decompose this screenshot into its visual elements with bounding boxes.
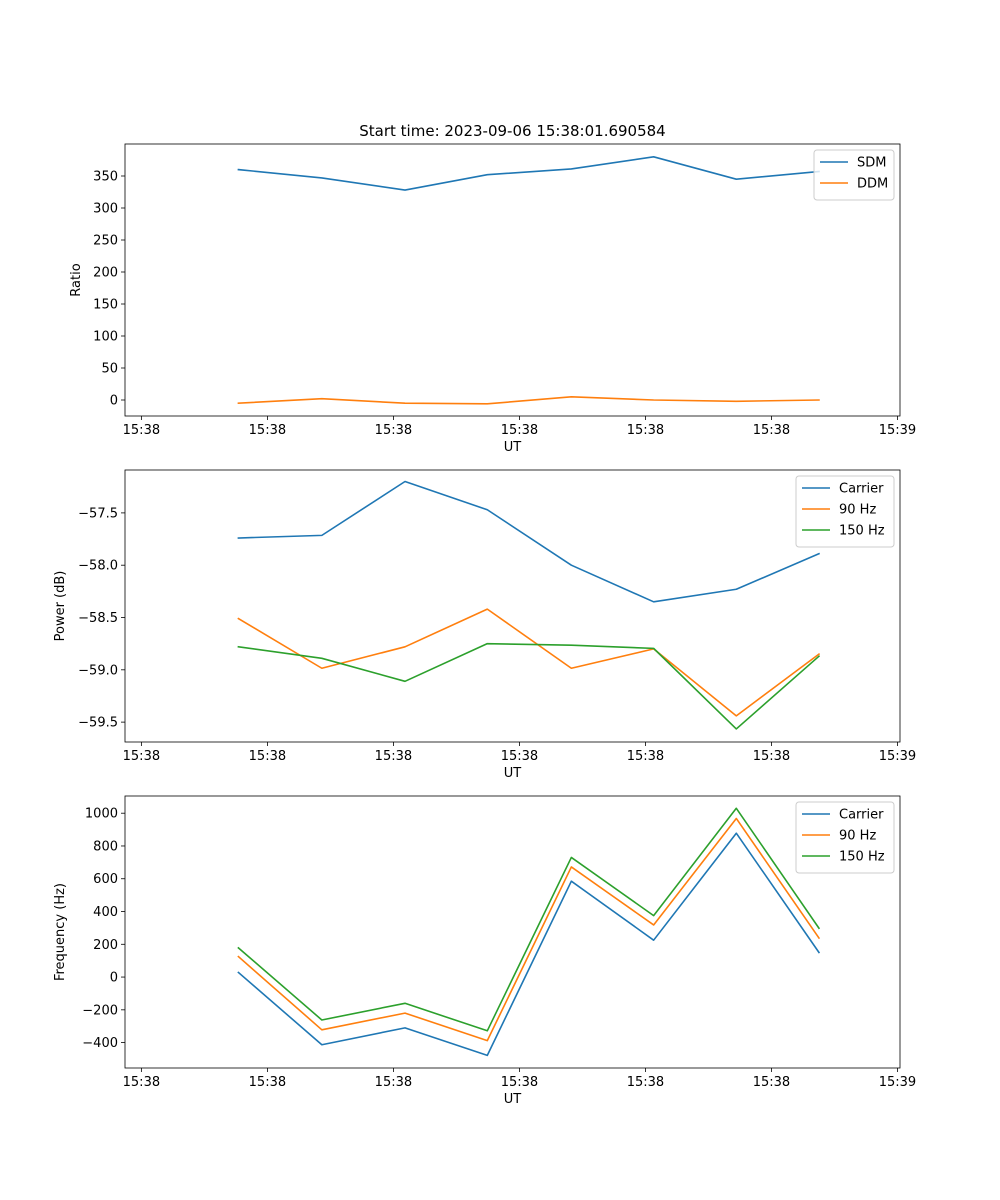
x-tick-label: 15:39 [879,749,916,764]
x-tick-label: 15:38 [627,1075,664,1090]
x-tick-label: 15:38 [753,1075,790,1090]
y-axis-label: Power (dB) [53,571,68,642]
y-tick-label: 250 [93,234,118,249]
x-tick-label: 15:38 [501,749,538,764]
legend: Carrier 90 Hz 150 Hz [795,475,895,548]
legend: Carrier 90 Hz 150 Hz [795,801,895,874]
axes-frame [124,143,901,417]
y-tick-label: 100 [93,330,118,345]
chart-title: Start time: 2023-09-06 15:38:01.690584 [359,122,665,140]
x-tick-label: 15:38 [123,423,160,438]
x-tick-label: 15:38 [375,423,412,438]
plot-panel-3: 15:38 15:38 15:38 15:38 15:38 15:38 15:39 −400 −… [53,795,916,1107]
x-tick-label: 15:38 [501,423,538,438]
series-line-90-hz [237,608,821,717]
y-tick-label: 150 [93,298,118,313]
y-axis-label: Frequency (Hz) [53,883,68,981]
y-tick-label: −200 [82,1003,118,1018]
plot-panel-2: 15:38 15:38 15:38 15:38 15:38 15:38 15:39 −57.5… [53,469,916,781]
legend-label: 150 Hz [839,850,885,865]
x-tick-label: 15:38 [123,1075,160,1090]
y-tick-label: −400 [82,1036,118,1051]
x-tick-label: 15:38 [501,1075,538,1090]
y-axis-label: Ratio [69,263,84,296]
y-tick-label: −57.5 [78,506,118,521]
y-tick-label: 300 [93,202,118,217]
legend-label: Carrier [839,482,884,497]
y-tick-label: 1000 [85,807,118,822]
y-tick-label: 600 [93,872,118,887]
y-tick-label: −59.0 [78,663,118,678]
y-tick-label: 50 [101,362,118,377]
x-axis-label: UT [504,440,522,455]
y-tick-label: 800 [93,839,118,854]
axes-frame [124,469,901,743]
x-axis-label: UT [504,766,522,781]
x-tick-label: 15:39 [879,1075,916,1090]
axes-frame [124,795,901,1069]
x-tick-label: 15:38 [249,1075,286,1090]
x-tick-label: 15:38 [249,423,286,438]
y-tick-label: 0 [110,394,118,409]
x-tick-label: 15:38 [753,423,790,438]
legend-label: SDM [857,156,886,171]
series-line-90-hz [237,817,821,1042]
series-line-carrier [237,832,821,1057]
legend-label: Carrier [839,808,884,823]
y-tick-label: 200 [93,938,118,953]
y-tick-label: −59.5 [78,716,118,731]
series-line-150-hz [237,642,821,730]
legend-label: 90 Hz [839,829,876,844]
x-tick-label: 15:38 [627,423,664,438]
legend: SDM DDM [813,149,895,201]
x-tick-label: 15:39 [879,423,916,438]
x-tick-label: 15:38 [375,749,412,764]
y-tick-label: 0 [110,971,118,986]
legend-label: 150 Hz [839,524,885,539]
plot-panel-1: 15:38 15:38 15:38 15:38 15:38 15:38 15:39 0 50 10… [69,143,916,455]
x-axis-label: UT [504,1092,522,1107]
y-tick-label: 400 [93,905,118,920]
legend-label: 90 Hz [839,503,876,518]
y-tick-label: −58.5 [78,611,118,626]
legend-label: DDM [857,177,888,192]
x-tick-label: 15:38 [249,749,286,764]
x-tick-label: 15:38 [753,749,790,764]
x-tick-label: 15:38 [123,749,160,764]
series-line-carrier [237,480,821,603]
series-line-ddm [237,395,820,405]
x-tick-label: 15:38 [375,1075,412,1090]
series-line-sdm [237,156,820,191]
y-tick-label: 350 [93,170,118,185]
y-tick-label: 200 [93,266,118,281]
x-tick-label: 15:38 [627,749,664,764]
series-line-150-hz [237,807,821,1032]
y-tick-label: −58.0 [78,559,118,574]
